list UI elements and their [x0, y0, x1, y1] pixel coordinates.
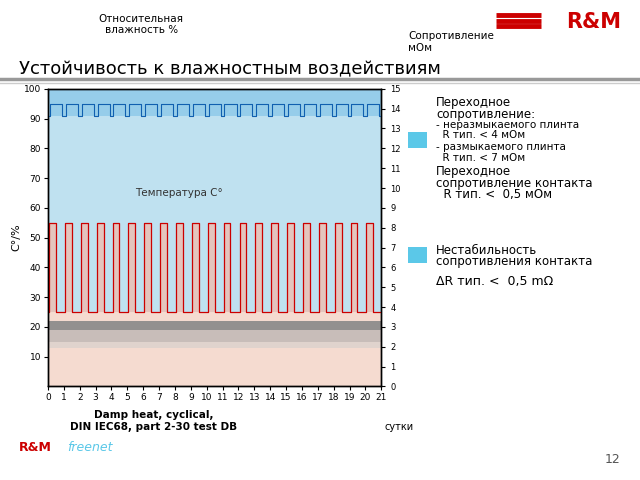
Text: R&M: R&M: [566, 12, 621, 32]
Text: Температура C°: Температура C°: [135, 188, 223, 198]
Text: Устойчивость к влажностным воздействиям: Устойчивость к влажностным воздействиям: [19, 60, 441, 78]
Bar: [408, 132, 427, 148]
Text: сопротивления контакта: сопротивления контакта: [436, 255, 593, 268]
Text: 12: 12: [605, 453, 621, 466]
Text: Переходное: Переходное: [436, 96, 511, 109]
Text: Относительная
влажность %: Относительная влажность %: [99, 13, 184, 35]
Text: - неразмыкаемого плинта: - неразмыкаемого плинта: [436, 120, 579, 130]
Text: R тип. <  0,5 мОм: R тип. < 0,5 мОм: [436, 189, 552, 202]
Text: Damp heat, cyclical,
DIN IEC68, part 2-30 test DB: Damp heat, cyclical, DIN IEC68, part 2-3…: [70, 410, 237, 432]
Text: сопротивление контакта: сопротивление контакта: [436, 177, 593, 190]
Text: сопротивление:: сопротивление:: [436, 108, 535, 121]
Text: freenet: freenet: [67, 441, 113, 454]
Text: ΔR тип. <  0,5 mΩ: ΔR тип. < 0,5 mΩ: [436, 275, 553, 288]
Text: R&M: R&M: [19, 441, 52, 454]
Text: Нестабильность: Нестабильность: [436, 243, 537, 256]
Bar: [408, 247, 427, 263]
Text: R тип. < 7 мОм: R тип. < 7 мОм: [436, 153, 525, 163]
Text: сутки: сутки: [385, 422, 413, 432]
Text: R тип. < 4 мОм: R тип. < 4 мОм: [436, 131, 525, 141]
Y-axis label: C°/%: C°/%: [11, 224, 21, 252]
Text: Сопротивление
мОм: Сопротивление мОм: [408, 32, 494, 53]
Text: - размыкаемого плинта: - размыкаемого плинта: [436, 143, 566, 152]
Text: Переходное: Переходное: [436, 165, 511, 178]
